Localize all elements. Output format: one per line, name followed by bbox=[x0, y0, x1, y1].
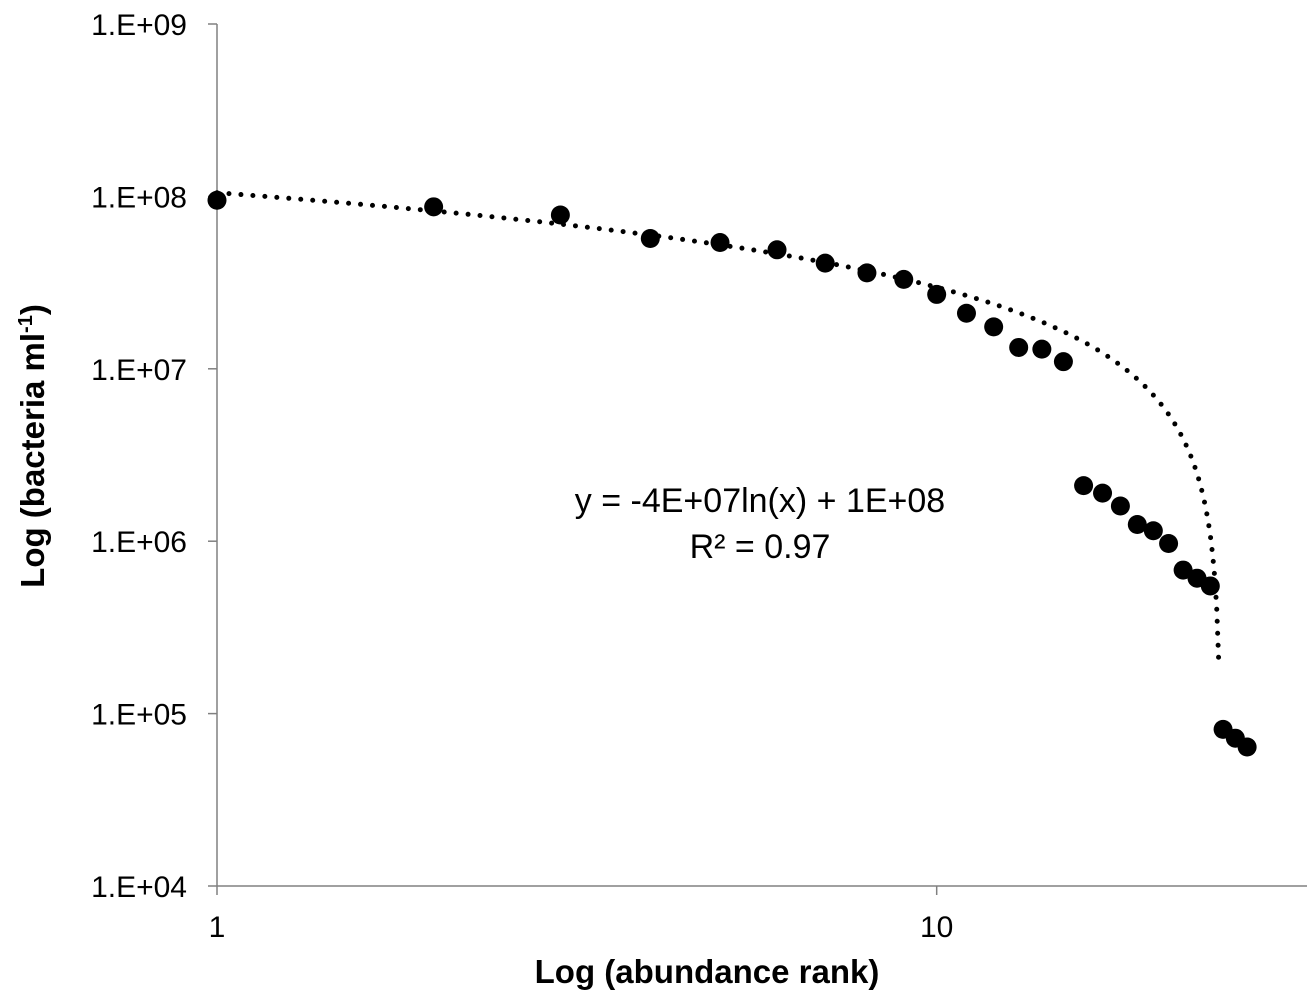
x-tick-label: 10 bbox=[920, 911, 953, 944]
data-point bbox=[767, 240, 787, 260]
data-point bbox=[1009, 337, 1029, 357]
trendline bbox=[214, 190, 1222, 664]
trendline-equation: y = -4E+07ln(x) + 1E+08 bbox=[575, 482, 945, 520]
y-tick-label: 1.E+04 bbox=[91, 871, 187, 904]
data-point bbox=[1093, 483, 1113, 503]
y-tick-label: 1.E+06 bbox=[91, 526, 187, 559]
data-point bbox=[894, 269, 914, 289]
data-point bbox=[1053, 352, 1073, 372]
y-tick-label: 1.E+09 bbox=[91, 9, 187, 42]
y-axis-title-main: Log (bacteria ml bbox=[14, 333, 51, 588]
y-tick-label: 1.E+05 bbox=[91, 699, 187, 732]
y-axis-title-superscript: -1 bbox=[15, 315, 37, 333]
data-point bbox=[1237, 737, 1257, 757]
y-axis-title: Log (bacteria ml-1) bbox=[14, 304, 51, 588]
data-point bbox=[857, 263, 877, 283]
data-point bbox=[1127, 514, 1147, 534]
data-point bbox=[1032, 339, 1052, 359]
data-point bbox=[1074, 476, 1094, 496]
data-point bbox=[984, 317, 1004, 337]
data-point bbox=[550, 205, 570, 225]
data-point bbox=[956, 303, 976, 323]
data-point bbox=[815, 253, 835, 273]
data-point bbox=[710, 233, 730, 253]
data-point bbox=[1200, 576, 1220, 596]
data-point bbox=[1110, 496, 1130, 516]
y-axis-title-end: ) bbox=[14, 304, 51, 315]
data-point bbox=[1143, 521, 1163, 541]
data-point bbox=[1173, 560, 1193, 580]
data-point bbox=[927, 284, 947, 304]
data-point bbox=[424, 197, 444, 217]
y-tick-label: 1.E+08 bbox=[91, 181, 187, 214]
trendline-r-squared: R² = 0.97 bbox=[690, 528, 831, 566]
y-tick-label: 1.E+07 bbox=[91, 354, 187, 387]
data-point bbox=[1159, 533, 1179, 553]
x-axis-title: Log (abundance rank) bbox=[535, 953, 880, 990]
data-point bbox=[207, 190, 227, 210]
data-point bbox=[640, 228, 660, 248]
x-tick-label: 1 bbox=[209, 911, 226, 944]
